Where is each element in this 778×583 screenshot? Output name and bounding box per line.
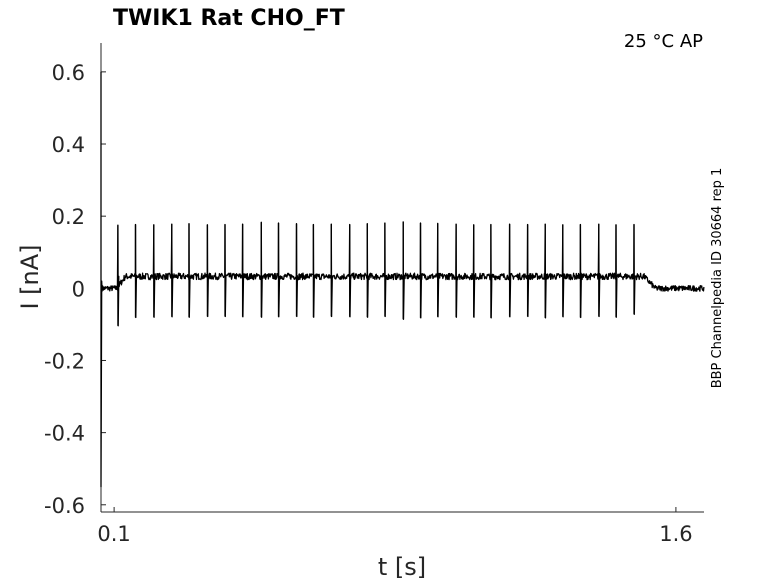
channelpedia-id-label: BBP Channelpedia ID 30664 rep 1 bbox=[710, 168, 725, 389]
current-trace-line bbox=[100, 71, 705, 488]
y-tick-label: -0.4 bbox=[44, 422, 85, 446]
x-tick-label: 0.1 bbox=[97, 522, 130, 546]
y-tick-label: 0.2 bbox=[52, 205, 85, 229]
y-tick-label: 0 bbox=[72, 277, 85, 301]
x-axis-ticks: 0.1 1.6 bbox=[97, 507, 693, 546]
y-axis-ticks: 0.6 0.4 0.2 0 -0.2 -0.4 -0.6 bbox=[44, 61, 106, 518]
y-tick-label: 0.6 bbox=[52, 61, 85, 85]
x-axis-label: t [s] bbox=[378, 553, 426, 581]
y-axis-label: I [nA] bbox=[16, 244, 44, 309]
y-tick-label: -0.2 bbox=[44, 349, 85, 373]
trace-group bbox=[100, 71, 705, 488]
y-tick-label: -0.6 bbox=[44, 494, 85, 518]
x-tick-label: 1.6 bbox=[659, 522, 692, 546]
temperature-protocol-annotation: 25 °C AP bbox=[624, 31, 703, 52]
chart-title: TWIK1 Rat CHO_FT bbox=[113, 6, 345, 31]
y-tick-label: 0.4 bbox=[52, 133, 85, 157]
